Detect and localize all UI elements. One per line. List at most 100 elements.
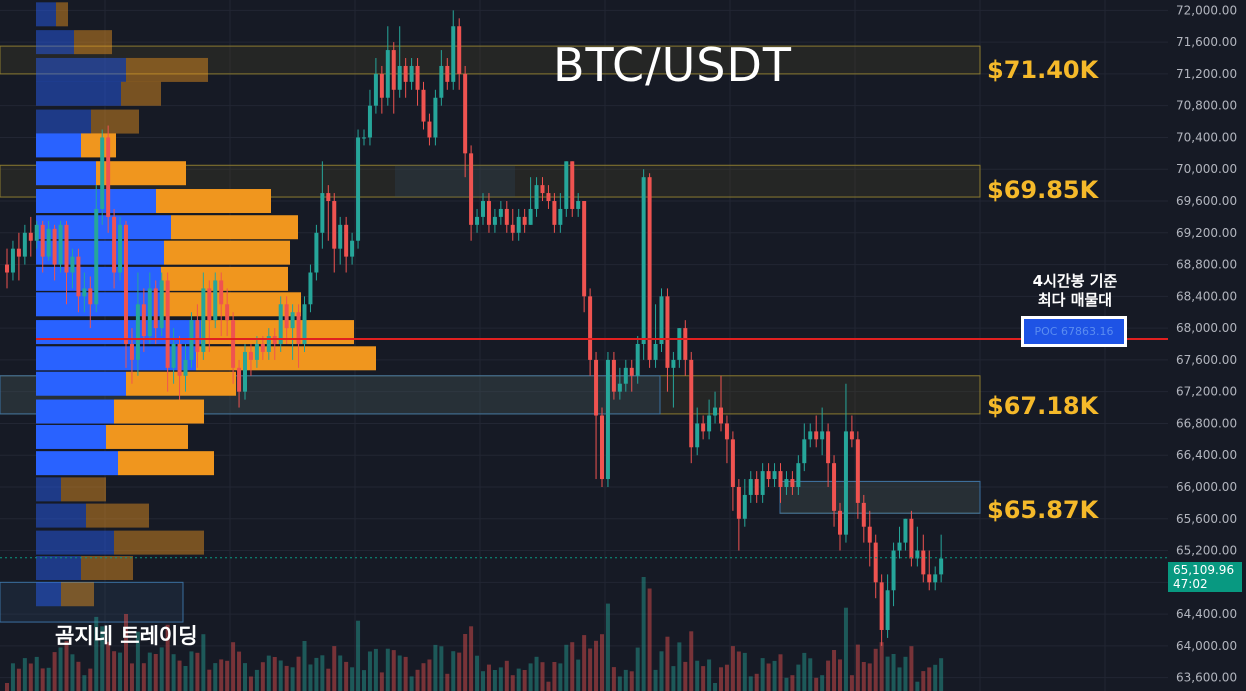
volume-bar [665, 636, 670, 691]
volume-bar [135, 631, 140, 691]
candle-body [58, 224, 63, 265]
volume-bar [248, 676, 253, 691]
volume-bar [314, 657, 319, 691]
volume-bar [629, 671, 634, 691]
volume-bar [540, 662, 545, 691]
volume-bar [861, 662, 866, 691]
poc-label-text: POC 67863.16 [1034, 325, 1114, 338]
volume-bar [641, 577, 646, 691]
volume-bar [344, 661, 349, 691]
volume-bar [147, 652, 152, 691]
volume-bar [10, 663, 15, 691]
candle-body [445, 65, 450, 82]
volume-bar [302, 641, 307, 691]
volume-bar [106, 641, 111, 691]
candle-body [106, 137, 111, 217]
candle-body [284, 304, 289, 329]
volume-bar [510, 675, 515, 691]
volume-bar [141, 663, 146, 691]
axis-tick-label: 67,200.00 [1176, 385, 1237, 399]
candle-body [742, 494, 747, 519]
volume-bar [445, 673, 450, 691]
candle-body [5, 264, 9, 273]
candle-body [772, 471, 777, 480]
volume-bar [879, 642, 884, 691]
volume-bar [748, 676, 753, 691]
candle-body [314, 232, 319, 273]
candle-body [849, 431, 854, 440]
candle-body [552, 201, 557, 225]
candle-body [730, 439, 735, 487]
volume-bar [350, 667, 355, 691]
axis-tick-label: 66,800.00 [1176, 416, 1237, 430]
candle-body [808, 431, 813, 440]
candle-body [391, 50, 396, 90]
volume-bar [266, 655, 271, 691]
profile-bar-sell [126, 57, 208, 82]
candle-body [558, 208, 563, 225]
profile-bar-sell [118, 451, 214, 476]
volume-bar [724, 664, 729, 691]
volume-bar [730, 646, 735, 691]
volume-bar [838, 659, 842, 691]
candle-body [582, 201, 587, 297]
candle-body [135, 304, 140, 360]
profile-bar-buy [36, 2, 56, 27]
volume-bar [5, 683, 9, 691]
volume-bar [820, 675, 825, 691]
axis-tick-label: 70,000.00 [1176, 162, 1237, 176]
candle-body [183, 359, 188, 376]
volume-bar [52, 652, 57, 691]
candle-body [659, 296, 664, 345]
volume-bar [213, 663, 218, 691]
volume-bar [617, 676, 622, 691]
candle-body [415, 65, 420, 90]
profile-bar-sell [114, 399, 204, 424]
volume-bar [451, 651, 456, 691]
profile-bar-buy [36, 57, 126, 82]
profile-bar-sell [201, 320, 354, 345]
volume-bar [939, 658, 944, 691]
volume-bar [915, 681, 920, 691]
poc-label[interactable]: POC 67863.16 [1021, 316, 1127, 347]
profile-bar-sell [106, 424, 188, 449]
candle-body [28, 232, 33, 241]
volume-bar [790, 675, 795, 691]
volume-bar [558, 663, 563, 691]
volume-bar [118, 652, 123, 691]
candle-body [165, 280, 170, 368]
candle-body [921, 550, 926, 575]
volume-bars [5, 577, 944, 691]
candle-body [832, 463, 837, 511]
volume-bar [403, 656, 408, 691]
volume-bar [225, 660, 230, 691]
candle-body [897, 542, 902, 551]
candle-body [350, 240, 355, 257]
candle-body [516, 216, 521, 233]
volume-bar [469, 626, 474, 691]
axis-tick-label: 67,600.00 [1176, 353, 1237, 367]
volume-bar [397, 655, 402, 691]
candle-body [385, 50, 390, 98]
axis-tick-label: 69,200.00 [1176, 226, 1237, 240]
profile-bar-sell [171, 215, 298, 240]
volume-bar [278, 660, 283, 691]
axis-tick-label: 68,800.00 [1176, 258, 1237, 272]
volume-bar [891, 654, 896, 691]
candle-body [457, 26, 462, 74]
volume-bar [588, 648, 593, 691]
volume-bar [201, 634, 206, 691]
volume-bar [719, 667, 723, 691]
volume-bar [802, 652, 807, 691]
profile-bar-buy [36, 161, 96, 186]
volume-bar [927, 667, 932, 691]
candle-body [141, 304, 146, 337]
profile-bar-buy [36, 215, 171, 240]
candle-body [469, 153, 474, 225]
volume-bar [885, 656, 890, 691]
profile-bar-buy [36, 320, 201, 345]
candle-body [46, 228, 51, 257]
candle-body [939, 558, 944, 575]
profile-bar-sell [161, 292, 301, 317]
